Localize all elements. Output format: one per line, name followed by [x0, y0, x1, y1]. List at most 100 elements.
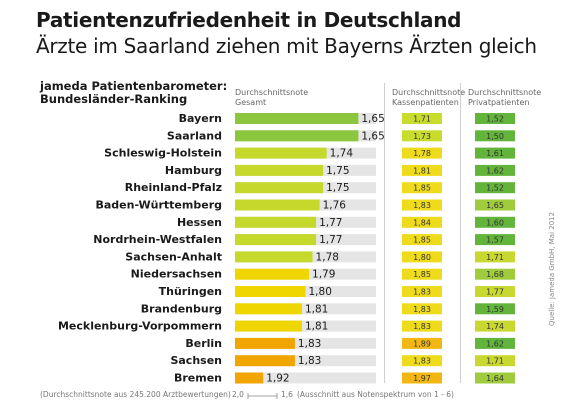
bar-track	[235, 303, 376, 315]
category-label: Bremen	[174, 372, 222, 385]
bar-track	[235, 355, 376, 367]
category-label: Brandenburg	[141, 302, 222, 315]
category-label: Bayern	[179, 112, 222, 125]
category-label: Sachsen	[170, 354, 222, 367]
value-label-kasse: 1,85	[413, 270, 431, 279]
category-label: Thüringen	[159, 285, 222, 298]
value-label-privat: 1,62	[486, 339, 504, 348]
header-total-line-2: Gesamt	[235, 97, 267, 107]
header-kasse-line-2: Kassenpatienten	[392, 97, 459, 107]
value-label-privat: 1,65	[486, 201, 504, 210]
value-label-kasse: 1,83	[413, 305, 431, 314]
bar-total	[235, 182, 324, 194]
value-label-privat: 1,71	[486, 253, 504, 262]
bar-track	[235, 320, 376, 332]
value-label-privat: 1,62	[486, 166, 504, 175]
value-label-total: 1,65	[361, 130, 384, 142]
bar-total	[235, 130, 359, 142]
value-label-privat: 1,77	[486, 288, 504, 297]
ranking-title: jameda Patientenbarometer: Bundesländer-…	[40, 80, 227, 106]
bar-privat	[475, 182, 515, 194]
bar-kasse	[402, 251, 442, 263]
header-privat: Durchschnittsnote Privatpatienten	[468, 88, 541, 107]
value-label-privat: 1,71	[486, 357, 504, 366]
bar-total	[235, 234, 317, 246]
bar-total	[235, 286, 306, 297]
bar-kasse	[402, 199, 442, 211]
header-total: Durchschnittsnote Gesamt	[235, 88, 308, 107]
bar-total	[235, 268, 310, 280]
bar-kasse	[402, 355, 442, 367]
source-note: Quelle: jameda GmbH, Mai 2012	[548, 211, 556, 326]
bar-kasse	[402, 286, 442, 297]
header-total-line-1: Durchschnittsnote	[235, 88, 309, 97]
category-label: Rheinland-Pfalz	[125, 181, 222, 194]
value-label-total: 1,75	[326, 165, 349, 177]
value-label-privat: 1,68	[486, 270, 504, 279]
footer-note-right: (Ausschnitt aus Notenspektrum von 1 - 6)	[297, 390, 454, 399]
bar-kasse	[402, 372, 442, 384]
value-label-privat: 1,57	[486, 236, 504, 245]
value-label-kasse: 1,73	[413, 132, 431, 141]
value-label-kasse: 1,97	[413, 374, 431, 383]
bar-privat	[475, 147, 515, 159]
header-privat-line-1: Durchschnittsnote	[468, 88, 542, 97]
bar-kasse	[402, 337, 442, 349]
value-label-privat: 1,52	[486, 115, 504, 124]
value-label-kasse: 1,83	[413, 322, 431, 331]
category-label: Nordrhein-Westfalen	[93, 233, 222, 246]
category-label: Mecklenburg-Vorpommern	[58, 320, 222, 333]
header-privat-line-2: Privatpatienten	[468, 97, 530, 107]
bar-kasse	[402, 320, 442, 332]
value-label-privat: 1,59	[486, 305, 504, 314]
bar-kasse	[402, 164, 442, 176]
bar-privat	[475, 268, 515, 280]
category-label: Hamburg	[165, 164, 222, 177]
value-label-privat: 1,60	[486, 218, 504, 227]
bar-privat	[475, 164, 515, 176]
category-label: Sachsen-Anhalt	[125, 250, 222, 263]
category-label: Niedersachsen	[131, 268, 222, 281]
value-label-privat: 1,52	[486, 184, 504, 193]
bar-kasse	[402, 234, 442, 246]
bar-total	[235, 113, 359, 124]
value-label-privat: 1,50	[486, 132, 504, 141]
bar-kasse	[402, 216, 442, 228]
value-label-total: 1,76	[323, 200, 347, 212]
value-label-kasse: 1,80	[413, 253, 431, 262]
value-label-total: 1,81	[305, 303, 328, 315]
bar-privat	[475, 303, 515, 315]
value-label-kasse: 1,85	[413, 236, 431, 245]
bar-total	[235, 147, 327, 159]
column-divider	[460, 83, 461, 383]
value-label-total: 1,77	[319, 234, 342, 246]
bar-privat	[475, 337, 515, 349]
value-label-total: 1,83	[298, 355, 321, 367]
value-label-kasse: 1,71	[413, 115, 431, 124]
chart-subtitle: Ärzte im Saarland ziehen mit Bayerns Ärz…	[36, 34, 537, 58]
bar-total	[235, 355, 295, 367]
bar-privat	[475, 286, 515, 297]
value-label-total: 1,92	[266, 373, 289, 385]
bar-privat	[475, 355, 515, 367]
bar-total	[235, 216, 317, 228]
bar-kasse	[402, 113, 442, 124]
bar-kasse	[402, 268, 442, 280]
value-label-total: 1,81	[305, 321, 328, 333]
value-label-kasse: 1,81	[413, 166, 431, 175]
value-label-privat: 1,64	[486, 374, 504, 383]
bar-privat	[475, 199, 515, 211]
bar-privat	[475, 234, 515, 246]
bar-kasse	[402, 130, 442, 142]
value-label-privat: 1,74	[486, 322, 504, 331]
value-label-total: 1,65	[361, 113, 384, 125]
bar-total	[235, 251, 313, 263]
bar-privat	[475, 372, 515, 384]
bar-track	[235, 337, 376, 349]
footer-scale-to: 1,6	[281, 390, 293, 399]
bar-total	[235, 199, 320, 211]
bar-track	[235, 372, 376, 384]
bar-privat	[475, 130, 515, 142]
bar-privat	[475, 113, 515, 124]
